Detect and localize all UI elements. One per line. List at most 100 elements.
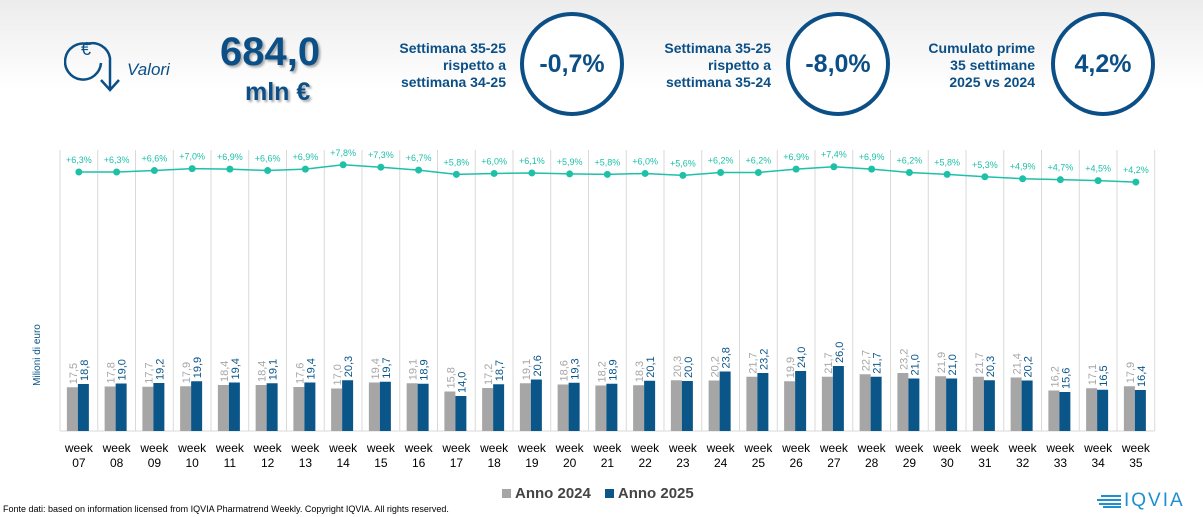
data-label-2025: 20,6: [532, 355, 544, 376]
growth-point: [1056, 176, 1064, 184]
week-number: 26: [789, 456, 803, 470]
growth-point: [301, 165, 309, 173]
kpi-1-text: Settimana 35-25 rispetto a settimana 34-25: [399, 40, 506, 91]
data-label-2024: 18,2: [596, 361, 608, 382]
growth-label: +4,5%: [1085, 164, 1111, 174]
bar-2025: [417, 383, 429, 431]
growth-label: +6,6%: [141, 154, 167, 164]
week-label: week: [215, 441, 245, 455]
bar-2024: [217, 385, 229, 431]
week-label: week: [290, 441, 320, 455]
growth-point: [226, 165, 234, 173]
data-label-2025: 19,4: [230, 358, 242, 379]
growth-label: +6,3%: [104, 155, 130, 165]
growth-point: [792, 165, 800, 173]
data-label-2024: 17,5: [68, 363, 80, 384]
growth-point: [981, 173, 989, 181]
data-label-2024: 21,9: [936, 352, 948, 373]
data-label-2024: 21,7: [974, 352, 986, 373]
data-label-2024: 21,4: [1012, 353, 1024, 374]
week-label: week: [328, 441, 358, 455]
week-number: 17: [450, 456, 464, 470]
week-number: 33: [1054, 456, 1068, 470]
data-label-2025: 21,0: [909, 354, 921, 375]
kpi-line: settimana 35-24: [665, 74, 771, 90]
kpi-line: Cumulato prime: [928, 40, 1035, 56]
bar-2024: [595, 385, 607, 431]
data-label-2024: 17,9: [1125, 362, 1137, 383]
week-number: 12: [261, 456, 275, 470]
data-label-2025: 20,1: [645, 356, 657, 377]
data-label-2024: 15,8: [445, 367, 457, 388]
week-label: week: [1045, 441, 1075, 455]
data-label-2025: 15,6: [1060, 368, 1072, 389]
week-number: 21: [601, 456, 615, 470]
week-number: 22: [638, 456, 652, 470]
growth-label: +7,0%: [179, 152, 205, 162]
data-label-2025: 18,9: [419, 359, 431, 380]
week-number: 32: [1016, 456, 1030, 470]
week-label: week: [894, 441, 924, 455]
kpi-line: 2025 vs 2024: [949, 74, 1035, 90]
kpi-line: rispetto a: [442, 57, 506, 73]
euro-down-arrow-icon: €: [63, 28, 134, 103]
kpi-3-value: 4,2%: [1051, 12, 1155, 116]
kpi-line: Settimana 35-25: [399, 40, 506, 56]
bar-2024: [746, 376, 758, 431]
bar-2024: [444, 391, 456, 431]
bar-2024: [1010, 377, 1022, 431]
growth-label: +4,2%: [1123, 165, 1149, 175]
bar-2024: [935, 376, 947, 431]
data-label-2024: 20,3: [672, 356, 684, 377]
data-label-2024: 18,6: [559, 360, 571, 381]
data-label-2025: 23,2: [758, 349, 770, 370]
week-number: 07: [72, 456, 86, 470]
week-number: 30: [940, 456, 954, 470]
data-label-2024: 19,9: [785, 357, 797, 378]
data-label-2025: 19,1: [268, 359, 280, 380]
bar-2024: [1086, 388, 1098, 431]
growth-label: +5,3%: [972, 160, 998, 170]
bar-2025: [1021, 380, 1033, 431]
bar-2025: [530, 379, 542, 431]
growth-point: [188, 165, 196, 173]
week-label: week: [1121, 441, 1151, 455]
week-label: week: [517, 441, 547, 455]
data-label-2024: 19,1: [521, 359, 533, 380]
growth-label: +5,8%: [934, 157, 960, 167]
bar-2024: [142, 386, 154, 431]
bar-2025: [266, 383, 278, 431]
bar-2025: [115, 383, 127, 431]
growth-point: [868, 165, 876, 173]
data-label-2025: 19,7: [381, 357, 393, 378]
week-number: 09: [148, 456, 162, 470]
bar-2024: [972, 376, 984, 431]
bar-2024: [180, 386, 192, 431]
growth-label: +7,4%: [821, 150, 847, 160]
growth-point: [528, 169, 536, 177]
data-label-2024: 23,2: [898, 349, 910, 370]
bar-2025: [77, 384, 89, 431]
svg-text:€: €: [81, 39, 91, 59]
bar-2025: [606, 383, 618, 431]
growth-point: [1019, 175, 1027, 183]
bar-2024: [1048, 390, 1060, 431]
week-number: 11: [224, 456, 237, 470]
data-label-2025: 20,3: [343, 356, 355, 377]
legend-2025: Anno 2025: [604, 485, 694, 502]
data-label-2025: 14,0: [456, 372, 468, 393]
data-label-2024: 21,7: [747, 352, 759, 373]
week-label: week: [630, 441, 660, 455]
week-number: 18: [487, 456, 501, 470]
bar-2025: [681, 381, 693, 431]
week-number: 20: [563, 456, 577, 470]
data-label-2025: 19,4: [305, 358, 317, 379]
bar-2025: [983, 380, 995, 431]
growth-label: +7,8%: [330, 148, 356, 158]
bar-2024: [859, 374, 871, 431]
bar-2025: [493, 384, 505, 431]
week-number: 14: [336, 456, 350, 470]
bar-2025: [379, 381, 391, 431]
week-number: 19: [525, 456, 539, 470]
data-label-2024: 20,2: [710, 356, 722, 377]
